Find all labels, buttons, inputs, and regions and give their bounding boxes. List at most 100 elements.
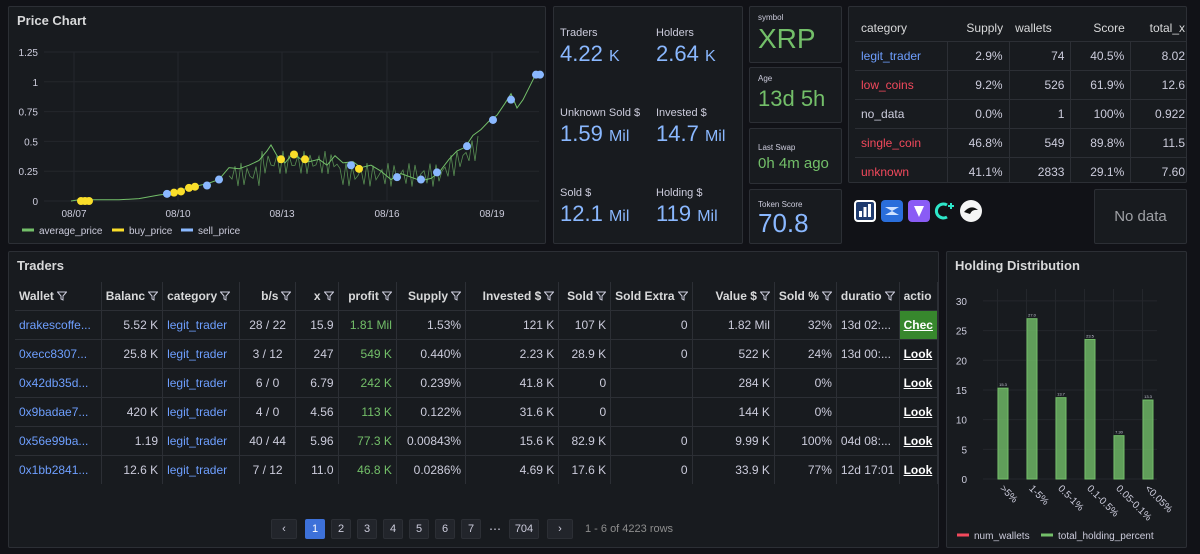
- col-category[interactable]: category: [861, 20, 908, 35]
- traders-col-0[interactable]: Wallet: [15, 282, 102, 310]
- legend-label[interactable]: buy_price: [129, 226, 173, 237]
- col-wallets[interactable]: wallets: [1015, 20, 1052, 35]
- y-tick-label: 25: [956, 327, 968, 338]
- filter-icon[interactable]: [381, 290, 393, 301]
- filter-icon[interactable]: [450, 290, 462, 301]
- traders-cell-9: [610, 396, 693, 426]
- filter-icon[interactable]: [147, 290, 159, 301]
- filter-icon[interactable]: [759, 290, 771, 301]
- traders-cell-0[interactable]: drakescoffe...: [15, 309, 102, 339]
- traders-cell-0[interactable]: 0x1bb2841...: [15, 454, 102, 484]
- traders-cell-0[interactable]: 0x42db35d...: [15, 367, 102, 397]
- traders-cell-0[interactable]: 0x9badae7...: [15, 396, 102, 426]
- traders-col-12[interactable]: duratio: [836, 282, 900, 310]
- category-cell-category[interactable]: no_data: [855, 98, 948, 128]
- col-supply[interactable]: Supply: [966, 20, 1004, 35]
- traders-col-label: Supply: [408, 288, 449, 303]
- filter-icon[interactable]: [543, 290, 555, 301]
- traders-col-10[interactable]: Value $: [692, 282, 775, 310]
- action-link[interactable]: Look: [899, 396, 938, 426]
- category-cell-wallets: 549: [1009, 127, 1072, 157]
- action-link[interactable]: Chec: [899, 309, 938, 339]
- page-last[interactable]: 704: [509, 519, 539, 539]
- category-row: single_coin 46.8% 549 89.8% 11.5: [855, 127, 1186, 157]
- buy-price-point: [355, 164, 363, 173]
- traders-col-3[interactable]: b/s: [239, 282, 297, 310]
- legend-label[interactable]: total_holding_percent: [1058, 531, 1154, 542]
- traders-cell-2[interactable]: legit_trader: [162, 396, 240, 426]
- category-cell-score: 100%: [1070, 98, 1132, 128]
- traders-cell-9: [610, 367, 693, 397]
- traders-col-9[interactable]: Sold Extra: [610, 282, 693, 310]
- filter-icon[interactable]: [676, 290, 689, 301]
- filter-icon[interactable]: [821, 290, 833, 301]
- next-page-button[interactable]: ›: [547, 519, 573, 539]
- page-2-button[interactable]: 2: [331, 519, 351, 539]
- traders-col-6[interactable]: Supply: [396, 282, 467, 310]
- legend-label[interactable]: num_wallets: [974, 531, 1030, 542]
- traders-cell-12: [836, 396, 900, 426]
- category-cell-category[interactable]: unknown: [855, 156, 948, 182]
- traders-col-11[interactable]: Sold %: [774, 282, 837, 310]
- page-1-button[interactable]: 1: [305, 519, 325, 539]
- no-data-panel: No data: [1094, 189, 1187, 244]
- eagle-icon[interactable]: [960, 200, 982, 222]
- traders-cell-2[interactable]: legit_trader: [162, 454, 240, 484]
- action-link[interactable]: Look: [899, 338, 938, 368]
- page-7-button[interactable]: 7: [461, 519, 481, 539]
- page-4-button[interactable]: 4: [383, 519, 403, 539]
- buy-price-point: [301, 155, 309, 164]
- col-score[interactable]: Score: [1093, 20, 1125, 35]
- traders-cell-0[interactable]: 0xecc8307...: [15, 338, 102, 368]
- legend-label[interactable]: sell_price: [198, 226, 241, 237]
- traders-cell-6: 0.239%: [396, 367, 467, 397]
- traders-cell-1: 12.6 K: [101, 454, 164, 484]
- dextools-icon[interactable]: [854, 200, 876, 222]
- traders-col-5[interactable]: profit: [338, 282, 397, 310]
- category-cell-category[interactable]: low_coins: [855, 69, 948, 99]
- page-3-button[interactable]: 3: [357, 519, 377, 539]
- traders-col-4[interactable]: x: [295, 282, 339, 310]
- traders-col-13[interactable]: actio: [899, 282, 938, 310]
- category-cell-category[interactable]: single_coin: [855, 127, 948, 157]
- dexscreener-icon[interactable]: [881, 200, 903, 222]
- action-link[interactable]: Look: [899, 454, 938, 484]
- traders-cell-11: 77%: [774, 454, 837, 484]
- sell-price-point: [203, 181, 211, 190]
- birdeye-icon[interactable]: [908, 200, 930, 222]
- buy-price-point: [177, 187, 185, 196]
- traders-col-2[interactable]: category: [162, 282, 240, 310]
- filter-icon[interactable]: [219, 290, 231, 301]
- filter-icon[interactable]: [883, 290, 896, 301]
- coingecko-icon[interactable]: [933, 200, 955, 222]
- traders-title: Traders: [17, 258, 64, 273]
- col-total-x[interactable]: total_x: [1149, 20, 1185, 35]
- filter-icon[interactable]: [56, 290, 68, 301]
- traders-cell-0[interactable]: 0x56e99ba...: [15, 425, 102, 455]
- page-6-button[interactable]: 6: [435, 519, 455, 539]
- traders-cell-2[interactable]: legit_trader: [162, 367, 240, 397]
- traders-cell-3: 28 / 22: [239, 309, 297, 339]
- traders-col-7[interactable]: Invested $: [465, 282, 560, 310]
- action-link[interactable]: Look: [899, 367, 938, 397]
- traders-cell-3: 3 / 12: [239, 338, 297, 368]
- traders-cell-2[interactable]: legit_trader: [162, 425, 240, 455]
- action-link[interactable]: Look: [899, 425, 938, 455]
- legend-label[interactable]: average_price: [39, 226, 103, 237]
- x-tick-label: 08/07: [61, 209, 86, 220]
- traders-cell-2[interactable]: legit_trader: [162, 338, 240, 368]
- y-tick-label: 1: [32, 78, 38, 89]
- traders-col-label: Balanc: [105, 288, 146, 303]
- filter-icon[interactable]: [322, 290, 335, 301]
- filter-icon[interactable]: [595, 290, 607, 301]
- traders-col-1[interactable]: Balanc: [101, 282, 164, 310]
- filter-icon[interactable]: [280, 290, 293, 301]
- traders-cell-2[interactable]: legit_trader: [162, 309, 240, 339]
- y-tick-label: 0: [961, 475, 967, 486]
- prev-page-button[interactable]: ‹: [271, 519, 297, 539]
- page-5-button[interactable]: 5: [409, 519, 429, 539]
- category-cell-category[interactable]: legit_trader: [855, 40, 948, 70]
- stat-unknown-sold-value: 1.59: [560, 121, 603, 146]
- traders-col-label: b/s: [261, 288, 279, 303]
- traders-col-8[interactable]: Sold: [558, 282, 612, 310]
